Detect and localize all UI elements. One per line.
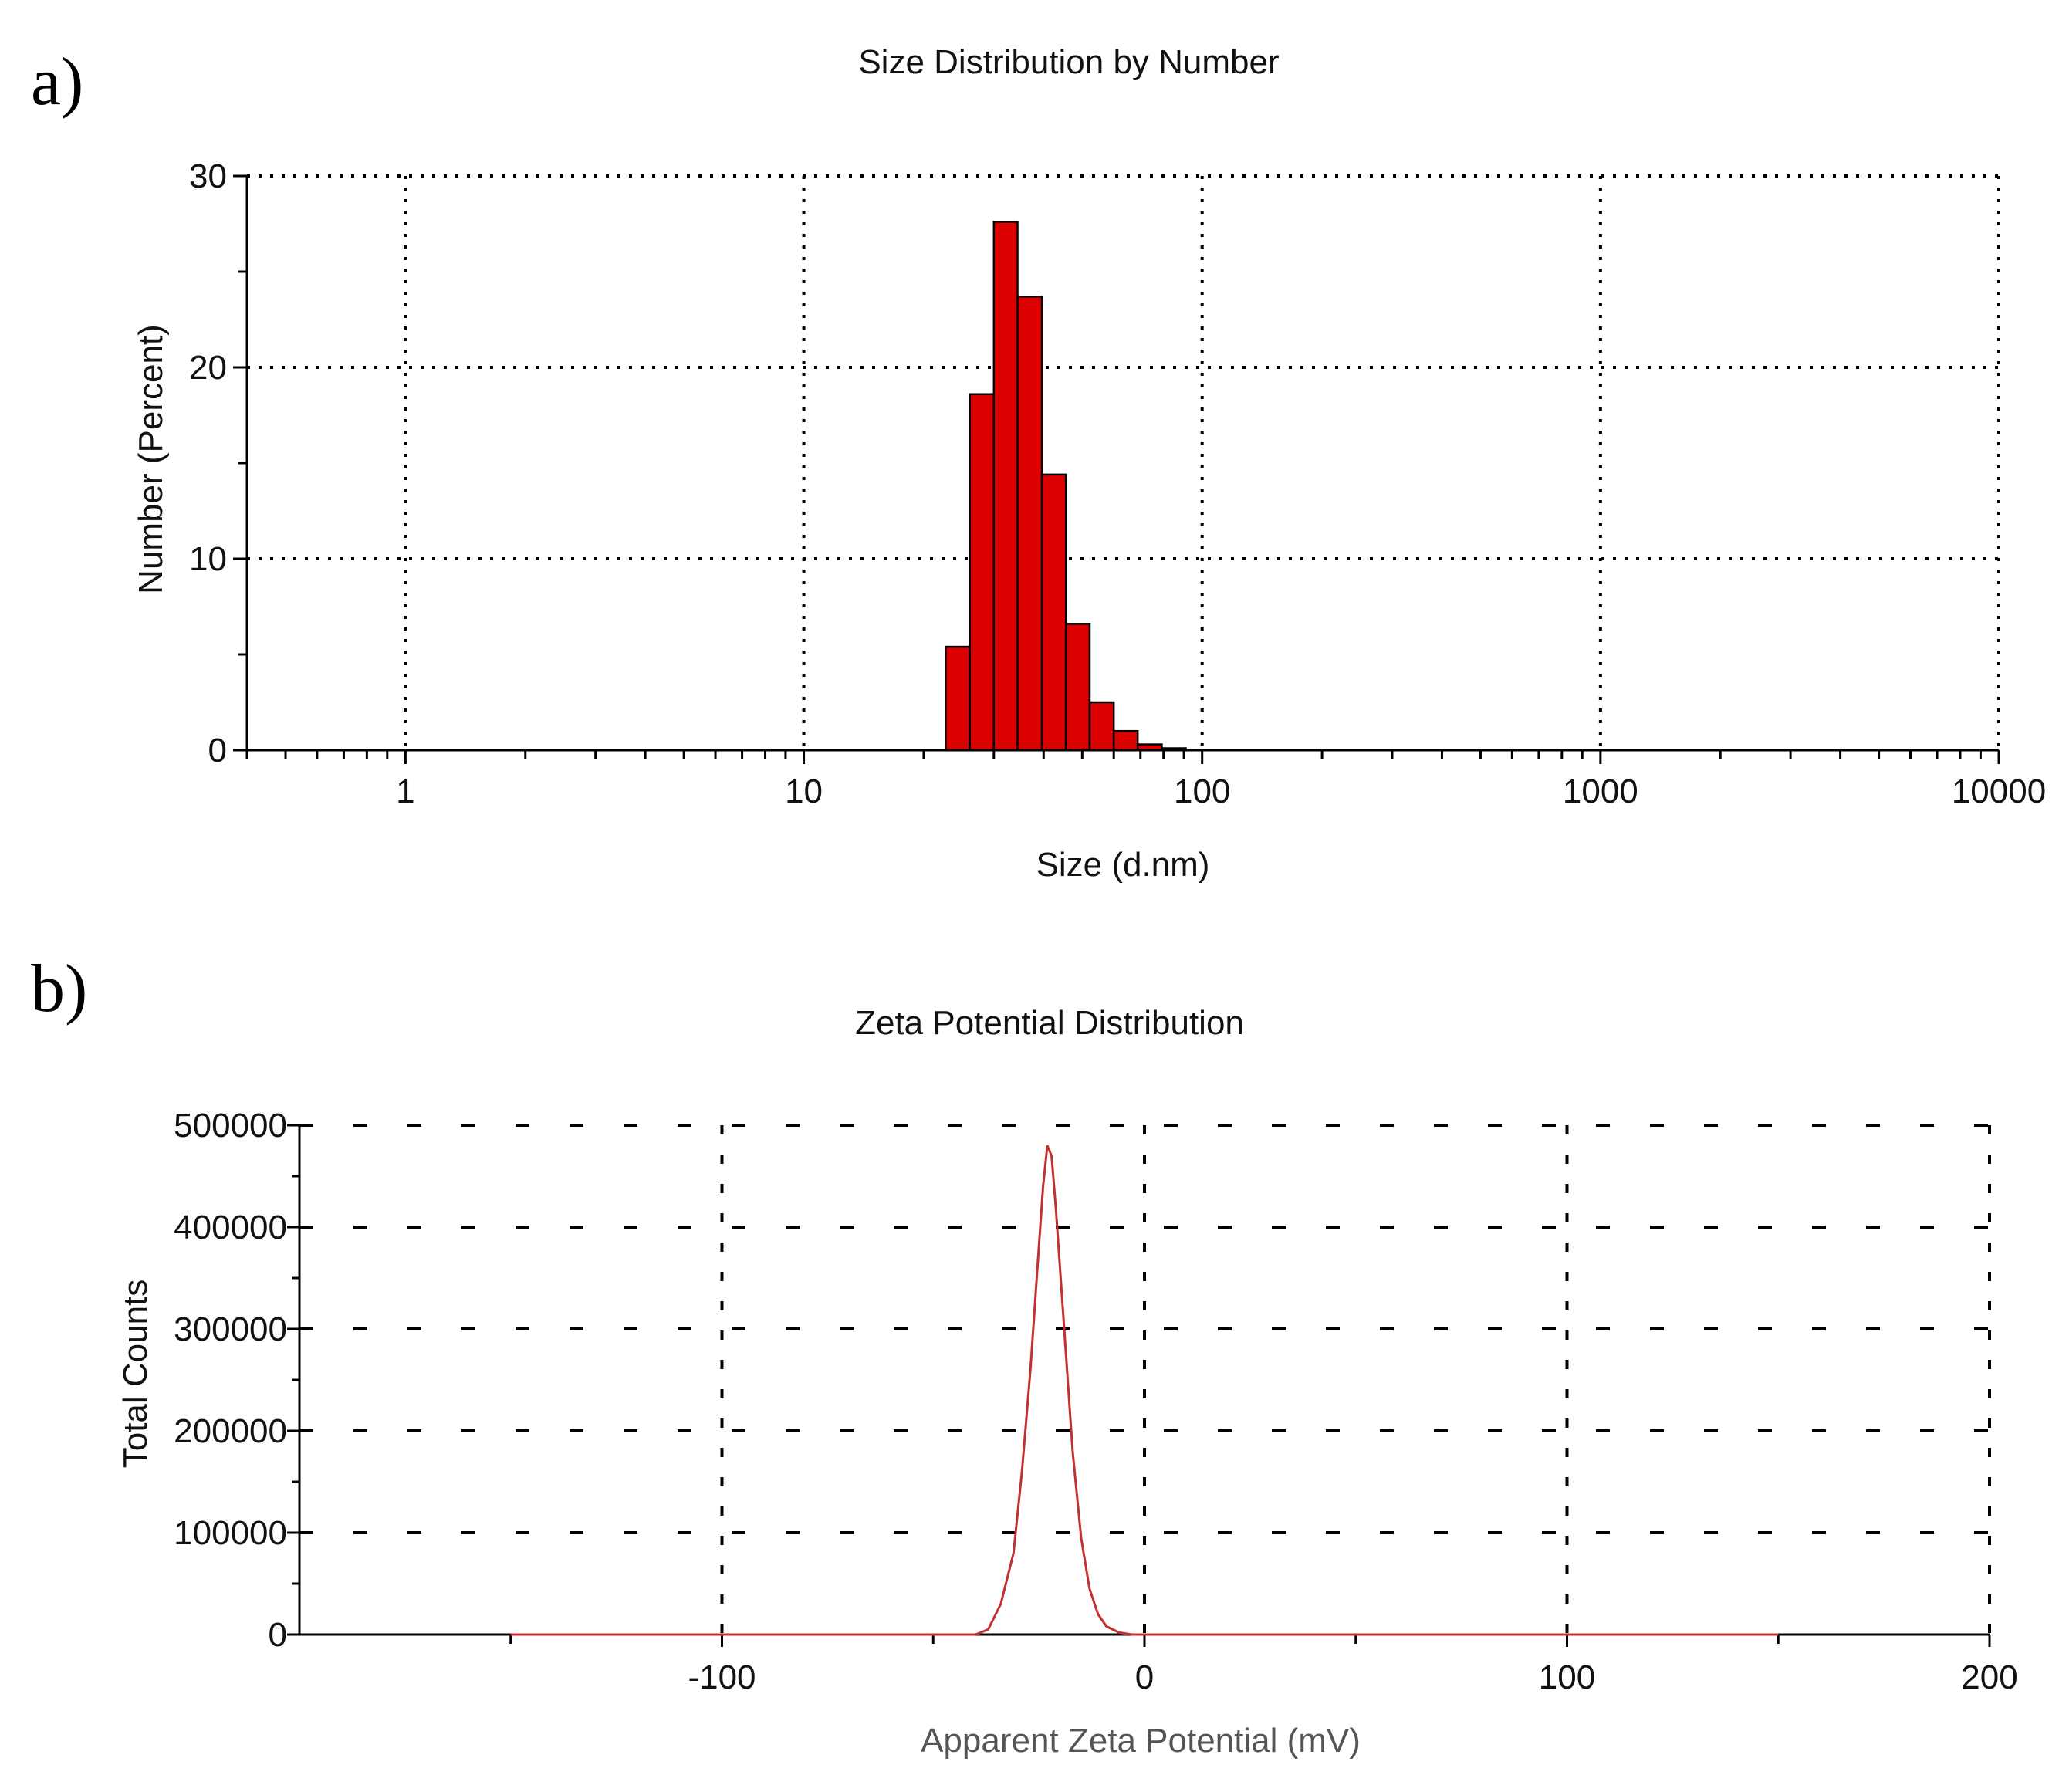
chart-a-bar-7 [1112, 729, 1139, 752]
chart-a-bar-1 [969, 393, 996, 752]
chart-b-ylabel: Total Counts [117, 1280, 154, 1469]
chart-b-title: Zeta Potential Distribution [855, 1004, 1244, 1042]
chart-b-xtick-label-1: 0 [1135, 1658, 1154, 1696]
chart-a-plot: 1 10 100 1000 10000 0 10 20 30 [189, 157, 2046, 810]
chart-a-bar-4 [1040, 473, 1067, 752]
chart-a-xtick-label-4: 10000 [1952, 773, 2046, 810]
chart-a-ytick-label-0: 0 [208, 732, 227, 769]
chart-b-ytick-label-0: 0 [269, 1616, 287, 1654]
panel-b-letter: b) [31, 952, 87, 1026]
chart-a-bar-5 [1064, 623, 1091, 752]
chart-a-xlabel: Size (d.nm) [1036, 846, 1210, 884]
chart-a-ytick-label-2: 20 [189, 349, 227, 387]
chart-a-bar-2 [992, 221, 1019, 752]
chart-a-bar-6 [1088, 701, 1115, 752]
chart-a-xtick-label-3: 1000 [1563, 773, 1638, 810]
chart-b-ytick-label-4: 400000 [174, 1209, 287, 1246]
chart-b-xlabel: Apparent Zeta Potential (mV) [921, 1722, 1361, 1760]
chart-a-title: Size Distribution by Number [858, 43, 1279, 81]
chart-b-series-line [510, 1145, 1779, 1636]
chart-b-xtick-label-3: 200 [1961, 1658, 2017, 1696]
chart-a-ylabel: Number (Percent) [132, 324, 170, 594]
chart-b-ytick-label-1: 100000 [174, 1514, 287, 1552]
chart-a-xtick-label-1: 10 [785, 773, 823, 810]
chart-a-ytick-label-3: 30 [189, 157, 227, 195]
chart-a-xtick-label-2: 100 [1174, 773, 1230, 810]
panel-a-letter: a) [31, 45, 83, 120]
chart-b-ytick-label-2: 200000 [174, 1412, 287, 1450]
chart-a-bar-0 [945, 645, 971, 752]
chart-b-xtick-label-2: 100 [1539, 1658, 1595, 1696]
chart-b-plot: -100 0 100 200 0 100000 200000 300000 400000 5000… [174, 1107, 2018, 1696]
chart-b-xtick-label-0: -100 [688, 1658, 756, 1696]
chart-a-xtick-label-0: 1 [396, 773, 414, 810]
chart-b-ytick-label-3: 300000 [174, 1310, 287, 1348]
chart-a-ytick-label-1: 10 [189, 540, 227, 578]
chart-b-ytick-label-5: 500000 [174, 1107, 287, 1145]
chart-a-bar-3 [1016, 295, 1043, 752]
